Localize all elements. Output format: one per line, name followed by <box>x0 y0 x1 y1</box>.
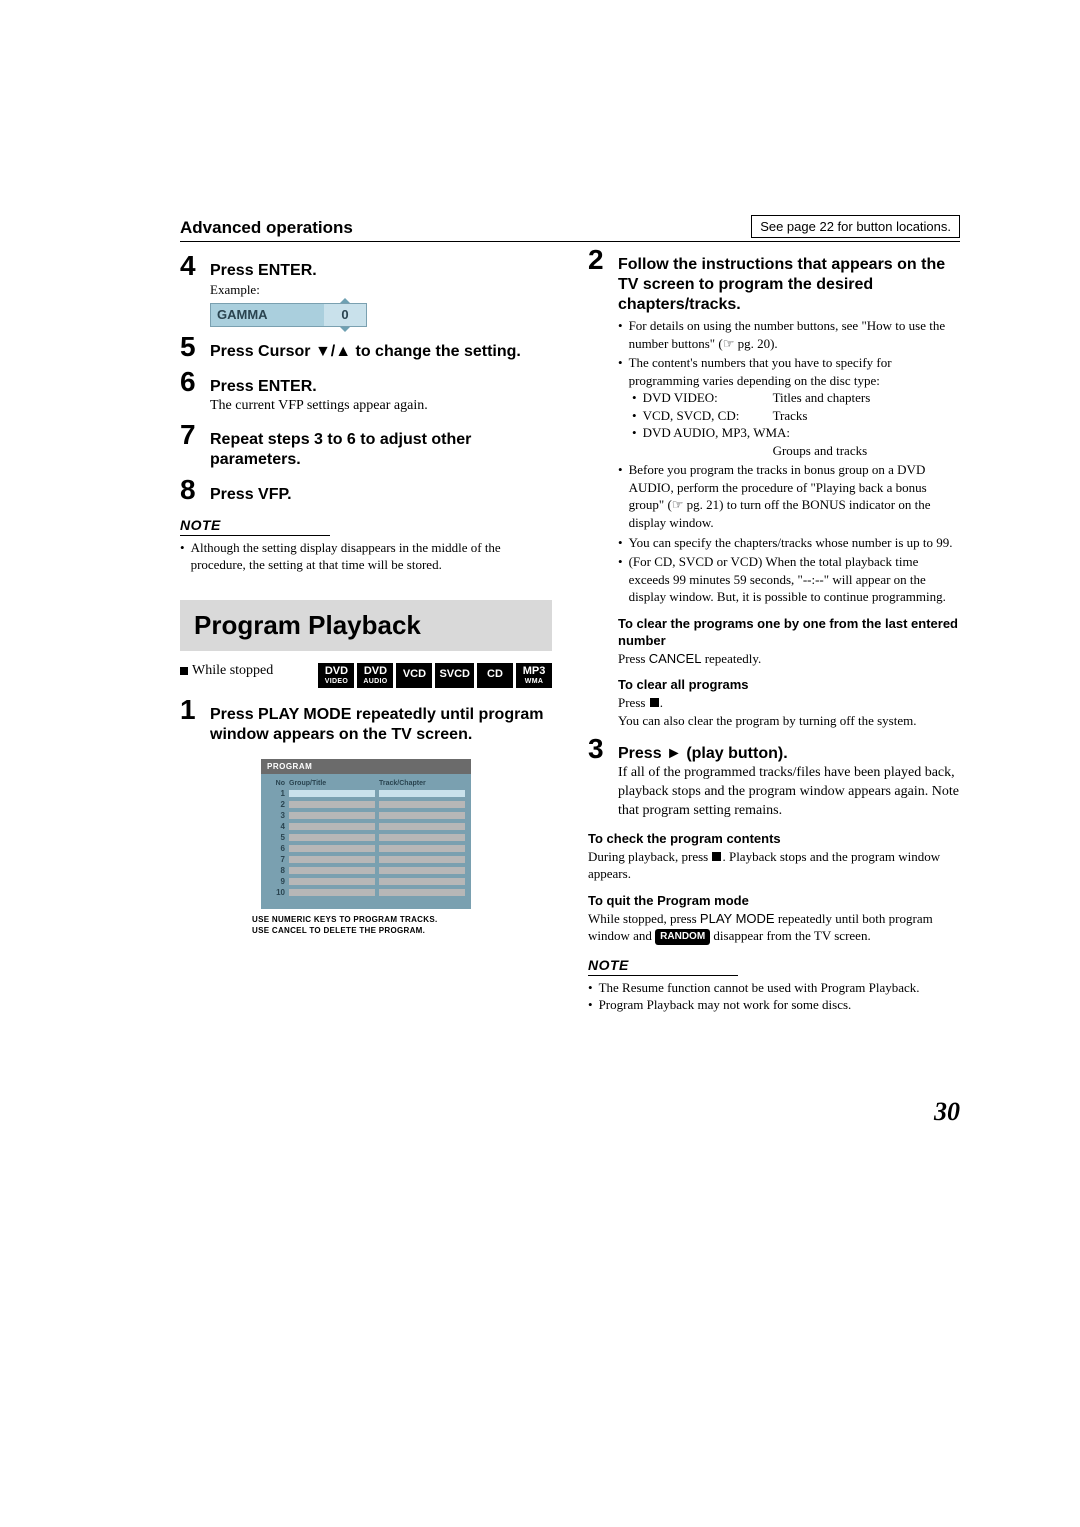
program-row: 4 <box>267 822 465 831</box>
stop-icon <box>712 852 721 861</box>
program-row: 3 <box>267 811 465 820</box>
step-6-title: Press ENTER. <box>210 377 317 397</box>
step-7-title: Repeat steps 3 to 6 to adjust other para… <box>210 430 552 470</box>
disc-type-row: DVD AUDIO, MP3, WMA: Groups and tracks <box>643 424 868 459</box>
note-heading: NOTE <box>588 957 960 973</box>
disc-type-badges: DVD VIDEO DVD AUDIO VCD SVCD CD MP3 WMA <box>318 663 552 688</box>
program-row: 8 <box>267 866 465 875</box>
step-8-title: Press VFP. <box>210 485 292 505</box>
step-5-title: Press Cursor ▼/▲ to change the setting. <box>210 342 521 362</box>
clear-all-heading: To clear all programs <box>618 677 960 694</box>
program-window: PROGRAM No Group/Title Track/Chapter 1 2 3… <box>261 759 471 909</box>
gamma-label: GAMMA <box>211 304 324 326</box>
program-row: 2 <box>267 800 465 809</box>
bullet-text: For details on using the number buttons,… <box>629 317 960 352</box>
random-badge: RANDOM <box>655 929 710 945</box>
note-text: Program Playback may not work for some d… <box>599 997 852 1014</box>
col-track: Track/Chapter <box>379 780 465 787</box>
step-number: 5 <box>180 333 202 361</box>
program-hint-1: USE NUMERIC KEYS TO PROGRAM TRACKS. <box>252 915 552 925</box>
note-rule <box>588 975 738 976</box>
step-number: 1 <box>180 696 202 724</box>
step-number: 8 <box>180 476 202 504</box>
bullet-dot: • <box>180 540 185 574</box>
step-6-body: The current VFP settings appear again. <box>210 397 552 416</box>
program-step-3-title: Press ► (play button). <box>618 744 788 764</box>
badge-vcd: VCD <box>396 663 432 688</box>
stop-icon <box>650 698 659 707</box>
step-3-body: If all of the programmed tracks/files ha… <box>618 764 960 821</box>
program-step-2-title: Follow the instructions that appears on … <box>618 255 960 315</box>
step-number: 6 <box>180 368 202 396</box>
step-number: 7 <box>180 421 202 449</box>
quit-body: While stopped, press PLAY MODE repeatedl… <box>588 910 960 945</box>
bullet-text: The content's numbers that you have to s… <box>629 354 960 389</box>
clear-one-body: Press CANCEL repeatedly. <box>618 650 960 668</box>
program-row: 10 <box>267 888 465 897</box>
clear-one-heading: To clear the programs one by one from th… <box>618 616 960 650</box>
clear-all-body: Press . <box>618 694 960 712</box>
disc-type-row: DVD VIDEO:Titles and chapters <box>643 389 871 407</box>
gamma-value: 0 <box>324 304 366 326</box>
badge-cd: CD <box>477 663 513 688</box>
while-stopped-label: While stopped <box>180 663 273 679</box>
program-row: 7 <box>267 855 465 864</box>
bullet-text: Before you program the tracks in bonus g… <box>629 461 960 531</box>
step-number: 3 <box>588 735 610 763</box>
note-rule <box>180 535 330 536</box>
square-icon <box>180 667 188 675</box>
example-label: Example: <box>210 281 552 299</box>
program-row: 5 <box>267 833 465 842</box>
button-location-ref: See page 22 for button locations. <box>751 215 960 238</box>
note-text: Although the setting display disappears … <box>191 540 552 574</box>
program-row: 1 <box>267 789 465 798</box>
step-number: 2 <box>588 246 610 274</box>
check-body: During playback, press . Playback stops … <box>588 848 960 883</box>
program-hint-2: USE CANCEL TO DELETE THE PROGRAM. <box>252 926 552 936</box>
badge-dvd-audio: DVD AUDIO <box>357 663 393 688</box>
note-text: The Resume function cannot be used with … <box>599 980 920 997</box>
page-number: 30 <box>934 1097 960 1127</box>
program-playback-box: Program Playback <box>180 600 552 651</box>
program-playback-title: Program Playback <box>194 610 538 641</box>
disc-type-row: VCD, SVCD, CD:Tracks <box>643 407 808 425</box>
step-number: 4 <box>180 252 202 280</box>
badge-dvd-video: DVD VIDEO <box>318 663 354 688</box>
col-no: No <box>267 780 285 787</box>
quit-heading: To quit the Program mode <box>588 893 960 910</box>
check-heading: To check the program contents <box>588 831 960 848</box>
program-window-header: PROGRAM <box>261 759 471 774</box>
col-group: Group/Title <box>289 780 375 787</box>
bullet-text: You can specify the chapters/tracks whos… <box>629 534 953 552</box>
section-title: Advanced operations <box>180 218 353 238</box>
note-heading: NOTE <box>180 517 552 533</box>
bullet-text: (For CD, SVCD or VCD) When the total pla… <box>629 553 960 606</box>
program-row: 9 <box>267 877 465 886</box>
badge-svcd: SVCD <box>435 663 474 688</box>
program-step-1-title: Press PLAY MODE repeatedly until program… <box>210 705 552 745</box>
badge-mp3-wma: MP3 WMA <box>516 663 552 688</box>
clear-all-extra: You can also clear the program by turnin… <box>618 712 960 730</box>
program-row: 6 <box>267 844 465 853</box>
step-4-title: Press ENTER. <box>210 261 317 281</box>
gamma-setting-box: GAMMA 0 <box>210 303 367 327</box>
